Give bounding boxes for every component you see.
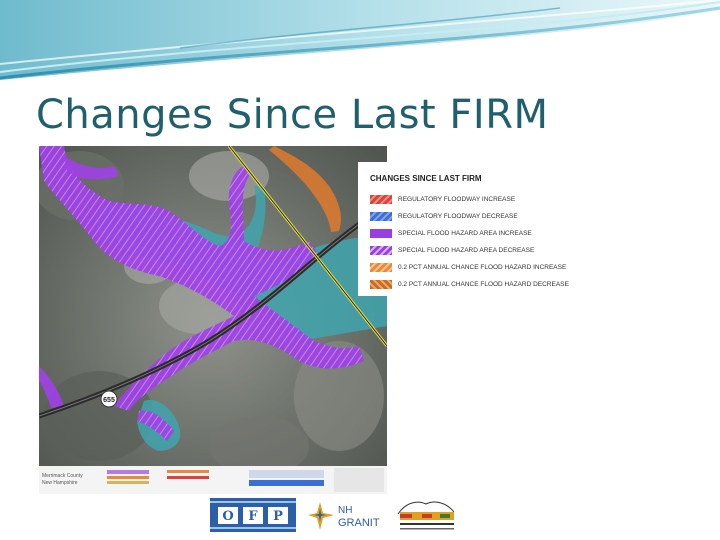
flood-map: 655 Merrimack County New Hampshire xyxy=(39,146,387,494)
regional-planning-logo xyxy=(397,501,455,530)
county-label: Merrimack County xyxy=(42,473,83,479)
legend-label: 0.2 PCT ANNUAL CHANCE FLOOD HAZARD DECRE… xyxy=(398,281,569,288)
legend-label: REGULATORY FLOODWAY DECREASE xyxy=(398,213,518,220)
slide-title: Changes Since Last FIRM xyxy=(36,92,549,138)
legend-label: SPECIAL FLOOD HAZARD AREA INCREASE xyxy=(398,230,532,237)
legend-item: SPECIAL FLOOD HAZARD AREA INCREASE xyxy=(370,228,532,239)
legend-label: REGULATORY FLOODWAY INCREASE xyxy=(398,196,516,203)
legend-swatch xyxy=(370,280,392,289)
legend-swatch xyxy=(370,229,392,238)
state-label: New Hampshire xyxy=(42,480,78,486)
legend-item: 0.2 PCT ANNUAL CHANCE FLOOD HAZARD INCRE… xyxy=(370,262,566,273)
legend-label: 0.2 PCT ANNUAL CHANCE FLOOD HAZARD INCRE… xyxy=(398,264,567,271)
legend-title: CHANGES SINCE LAST FIRM xyxy=(370,174,482,183)
map-legend: CHANGES SINCE LAST FIRM REGULATORY FLOOD… xyxy=(358,162,604,296)
ofp-logo: O F P xyxy=(210,498,296,532)
header-swoosh xyxy=(0,0,720,80)
legend-swatch xyxy=(370,195,392,204)
granit-logo-top: NH xyxy=(338,505,352,516)
legend-swatch xyxy=(370,246,392,255)
ofp-letter: F xyxy=(248,509,258,524)
legend-swatch xyxy=(370,263,392,272)
granit-logo-bottom: GRANIT xyxy=(338,517,380,529)
legend-item: 0.2 PCT ANNUAL CHANCE FLOOD HAZARD DECRE… xyxy=(370,279,569,290)
route-shield-label: 655 xyxy=(103,397,115,404)
legend-item: REGULATORY FLOODWAY DECREASE xyxy=(370,211,518,222)
legend-item: REGULATORY FLOODWAY INCREASE xyxy=(370,194,515,205)
route-shield-icon xyxy=(100,390,118,408)
nh-granit-logo: NH GRANIT xyxy=(308,502,380,530)
ofp-letter: P xyxy=(273,509,283,524)
legend-swatch xyxy=(370,212,392,221)
partner-logos: O F P NH GRANIT xyxy=(210,498,470,534)
ofp-letter: O xyxy=(222,509,233,524)
legend-item: SPECIAL FLOOD HAZARD AREA DECREASE xyxy=(370,245,534,256)
legend-label: SPECIAL FLOOD HAZARD AREA DECREASE xyxy=(398,247,535,254)
